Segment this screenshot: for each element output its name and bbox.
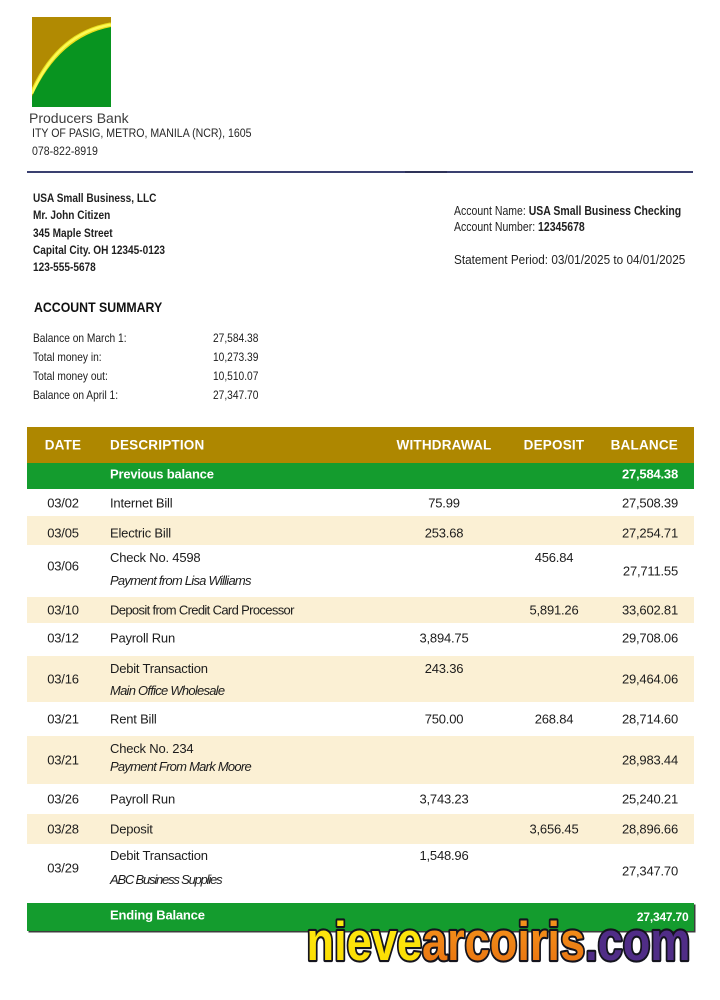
svg-text:nievearcoiris.com: nievearcoiris.com (307, 910, 691, 972)
